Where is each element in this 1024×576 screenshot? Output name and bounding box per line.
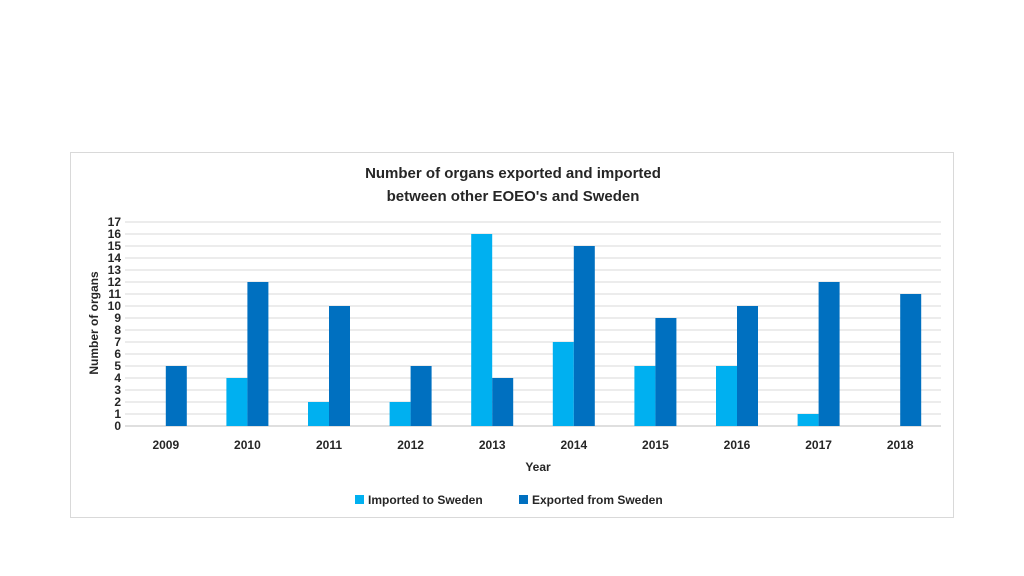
- x-tick-label: 2011: [316, 438, 342, 452]
- y-tick-label: 17: [108, 215, 122, 229]
- x-tick-label: 2012: [397, 438, 424, 452]
- y-axis-title: Number of organs: [87, 271, 101, 375]
- y-tick-label: 1: [114, 407, 121, 421]
- x-tick-label: 2016: [724, 438, 751, 452]
- y-tick-label: 3: [114, 383, 121, 397]
- y-tick-label: 15: [108, 239, 122, 253]
- y-tick-label: 13: [108, 263, 122, 277]
- legend-label: Imported to Sweden: [368, 493, 483, 507]
- y-tick-label: 7: [114, 335, 121, 349]
- bar-exported-2012: [410, 366, 432, 426]
- bar-imported-2011: [308, 402, 329, 426]
- bar-imported-2015: [634, 366, 656, 426]
- y-tick-label: 8: [114, 323, 121, 337]
- x-axis-ticks: 2009 2010 2011 2012 2013 2014 2015 2016 2017 2018: [152, 438, 913, 452]
- bar-exported-2017: [818, 282, 840, 426]
- y-tick-label: 14: [108, 251, 122, 265]
- y-tick-label: 16: [108, 227, 122, 241]
- bars: [165, 234, 922, 426]
- legend-label: Exported from Sweden: [532, 493, 663, 507]
- bar-exported-2014: [573, 246, 595, 426]
- x-tick-label: 2013: [479, 438, 506, 452]
- legend: Imported to Sweden Exported from Sweden: [355, 493, 663, 507]
- bar-imported-2014: [552, 342, 574, 426]
- chart-frame: Number of organs exported and imported b…: [70, 152, 954, 518]
- bar-exported-2009: [165, 366, 187, 426]
- x-axis-title: Year: [525, 460, 551, 474]
- chart-title-line-2: between other EOEO's and Sweden: [387, 188, 640, 205]
- y-tick-label: 11: [108, 287, 121, 301]
- bar-imported-2017: [797, 414, 819, 426]
- x-tick-label: 2014: [560, 438, 587, 452]
- bar-exported-2013: [492, 378, 514, 426]
- bar-imported-2010: [226, 378, 248, 426]
- bar-chart: Number of organs exported and imported b…: [87, 165, 941, 507]
- x-tick-label: 2010: [234, 438, 261, 452]
- y-tick-label: 4: [114, 371, 121, 385]
- bar-imported-2013: [471, 234, 493, 426]
- y-tick-label: 6: [114, 347, 121, 361]
- bar-exported-2010: [247, 282, 269, 426]
- y-tick-label: 12: [108, 275, 122, 289]
- bar-exported-2015: [655, 318, 677, 426]
- bar-exported-2018: [900, 294, 922, 426]
- legend-swatch: [355, 495, 364, 504]
- y-tick-label: 5: [114, 359, 121, 373]
- bar-exported-2016: [737, 306, 758, 426]
- y-tick-label: 9: [114, 311, 121, 325]
- x-tick-label: 2017: [805, 438, 832, 452]
- x-tick-label: 2018: [887, 438, 914, 452]
- bar-imported-2016: [716, 366, 737, 426]
- bar-imported-2012: [389, 402, 411, 426]
- bar-exported-2011: [329, 306, 350, 426]
- y-tick-label: 10: [108, 299, 122, 313]
- legend-swatch: [519, 495, 528, 504]
- x-tick-label: 2015: [642, 438, 669, 452]
- chart-title-line-1: Number of organs exported and imported: [365, 165, 661, 182]
- y-tick-label: 2: [114, 395, 121, 409]
- y-tick-label: 0: [114, 419, 121, 433]
- x-tick-label: 2009: [152, 438, 179, 452]
